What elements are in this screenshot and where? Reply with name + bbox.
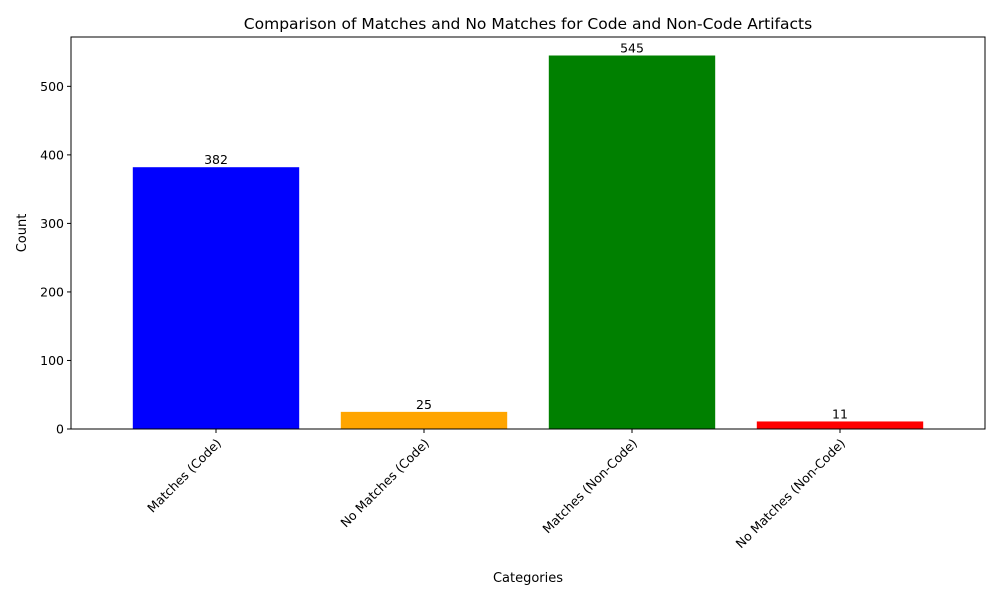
- data-label-3: 545: [620, 41, 644, 56]
- x-axis-label: Categories: [493, 571, 563, 586]
- y-tick-label-6: 500: [40, 79, 64, 94]
- bars-group: [132, 55, 924, 430]
- chart-title: Comparison of Matches and No Matches for…: [244, 15, 812, 33]
- y-tick-label-4: 300: [40, 216, 64, 231]
- bar-4: [756, 421, 924, 429]
- data-label-1: 382: [204, 152, 228, 167]
- y-axis-label: Count: [15, 214, 30, 253]
- bar-1: [132, 167, 300, 430]
- y-tick-label-1: 0: [56, 422, 64, 437]
- data-labels-group: 382 25 545 11: [204, 41, 848, 422]
- x-tick-label-1: Matches (Code): [144, 436, 224, 516]
- x-tick-label-3: Matches (Non-Code): [539, 436, 640, 537]
- x-tick-label-2: No Matches (Code): [337, 436, 432, 531]
- plot-frame: [70, 36, 986, 430]
- bar-2: [340, 411, 508, 429]
- data-label-2: 25: [416, 397, 432, 412]
- y-tick-label-5: 400: [40, 147, 64, 162]
- x-tick-label-4: No Matches (Non-Code): [733, 436, 849, 552]
- bar-3: [548, 55, 716, 429]
- y-tick-label-2: 100: [40, 353, 64, 368]
- y-tick-label-3: 200: [40, 284, 64, 299]
- y-axis: 0 100 200 300 400 500: [40, 79, 71, 437]
- data-label-4: 11: [832, 406, 848, 421]
- x-axis: Matches (Code) No Matches (Code) Matches (…: [144, 429, 848, 551]
